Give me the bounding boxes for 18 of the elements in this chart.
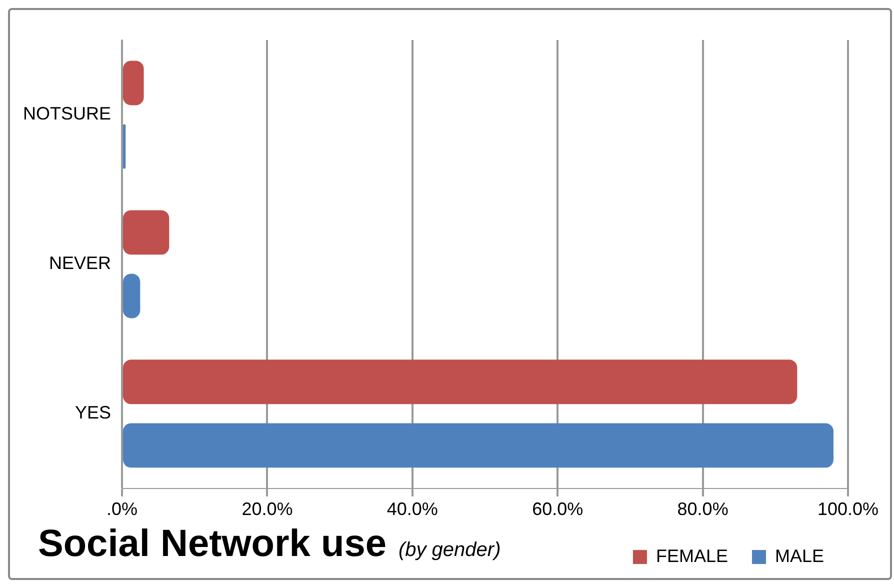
bar	[123, 124, 126, 169]
text: (by gender)	[398, 539, 501, 561]
legend-label: FEMALE	[656, 546, 728, 566]
y-tick-label: YES	[74, 402, 112, 423]
x-tick-label: 20.0%	[242, 499, 293, 520]
y-tick-label: NOTSURE	[22, 104, 112, 124]
legend-label: MALE	[774, 546, 824, 566]
x-tick-label: 80.0%	[677, 499, 728, 520]
bar	[123, 60, 144, 106]
x-tick-label: 60.0%	[532, 499, 584, 520]
x-tick-label: 100.0%	[817, 499, 879, 520]
x-tick-label: .0%	[106, 499, 138, 520]
text: Social Network use	[38, 523, 386, 565]
bar	[123, 360, 798, 404]
bar	[123, 210, 170, 255]
bar	[123, 423, 834, 468]
x-tick-label: 40.0%	[386, 499, 438, 520]
y-tick-label: NEVER	[48, 253, 112, 274]
